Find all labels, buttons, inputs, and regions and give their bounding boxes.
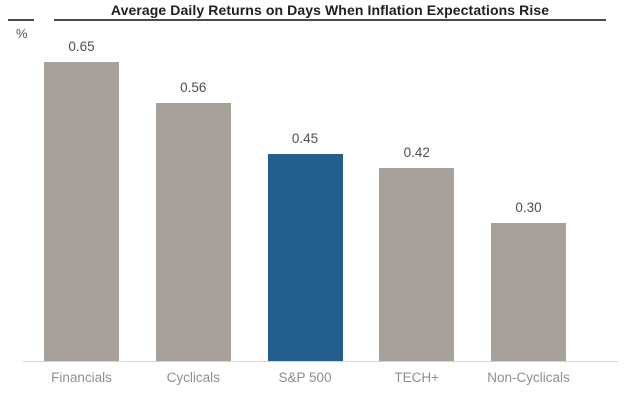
bar-non-cyclicals bbox=[491, 223, 566, 361]
bar-value-label-cyclicals: 0.56 bbox=[180, 80, 207, 95]
bar-value-label-financials: 0.65 bbox=[68, 39, 95, 54]
bar-category-label-cyclicals: Cyclicals bbox=[166, 370, 220, 385]
bar-value-label-non-cyclicals: 0.30 bbox=[515, 200, 542, 215]
bar-category-label-financials: Financials bbox=[51, 370, 112, 385]
bar-value-label-tech: 0.42 bbox=[403, 145, 430, 160]
x-axis-line bbox=[23, 361, 618, 362]
axis-top-dash bbox=[8, 19, 34, 21]
bar-category-label-s-p-500: S&P 500 bbox=[278, 370, 332, 385]
bar-cyclicals bbox=[155, 103, 231, 361]
y-axis-unit-label: % bbox=[16, 26, 28, 41]
chart-title: Average Daily Returns on Days When Infla… bbox=[110, 2, 550, 18]
bar-tech bbox=[379, 168, 455, 361]
title-underline bbox=[54, 19, 606, 21]
bar-s-p-500 bbox=[267, 154, 343, 361]
bar-value-label-s-p-500: 0.45 bbox=[291, 131, 319, 146]
bar-category-label-non-cyclicals: Non-Cyclicals bbox=[487, 370, 570, 385]
bar-financials bbox=[44, 62, 119, 361]
bar-category-label-tech: TECH+ bbox=[394, 370, 440, 385]
